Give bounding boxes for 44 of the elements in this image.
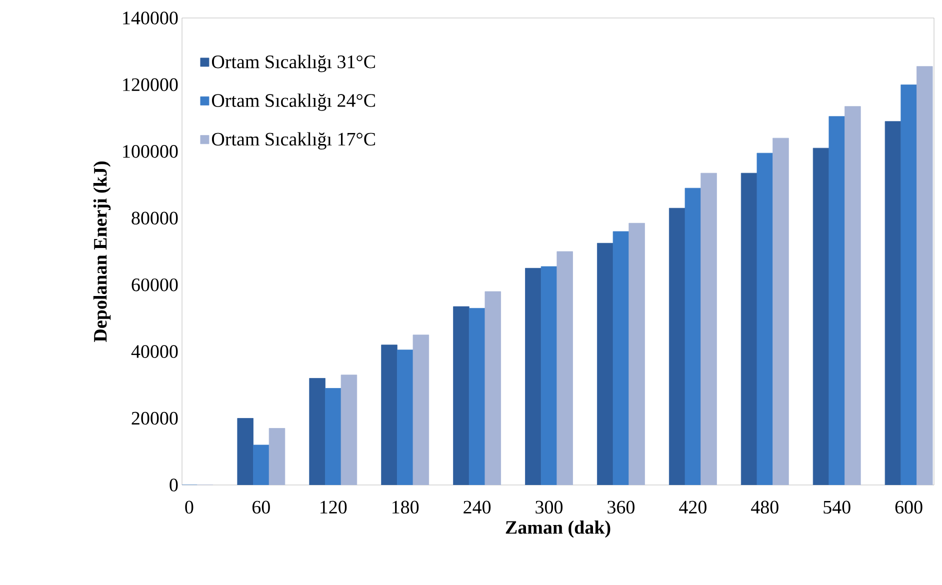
y-tick-label: 20000 xyxy=(132,412,178,425)
bar xyxy=(828,116,845,485)
x-axis-title: Zaman (dak) xyxy=(506,520,610,538)
bar xyxy=(453,306,470,485)
bar xyxy=(612,231,630,485)
y-axis-title: Depolanan Enerji (kJ) xyxy=(93,162,111,342)
y-tick-label: 40000 xyxy=(131,345,178,358)
x-tick-label: 540 xyxy=(824,500,850,514)
legend-label: Ortam Sıcaklığı 24°C xyxy=(212,94,375,111)
x-tick-label: 480 xyxy=(751,500,778,514)
bar xyxy=(668,208,686,485)
x-tick-label: 180 xyxy=(392,500,419,514)
bar xyxy=(740,172,758,485)
x-tick-label: 60 xyxy=(252,500,270,514)
y-tick-label: 80000 xyxy=(132,212,178,225)
x-tick-label: 360 xyxy=(608,500,634,514)
bar xyxy=(325,388,342,485)
legend-label: Ortam Sıcaklığı 31°C xyxy=(212,54,375,72)
x-tick-label: 600 xyxy=(895,500,922,514)
y-tick-label: 0 xyxy=(170,478,178,492)
bar xyxy=(597,242,614,485)
y-tick-label: 60000 xyxy=(132,278,178,292)
y-tick-label: 140000 xyxy=(123,12,178,24)
bar xyxy=(468,308,486,485)
bar xyxy=(756,152,774,485)
bar xyxy=(684,188,702,485)
x-tick-label: 240 xyxy=(464,500,491,514)
bar xyxy=(884,121,902,485)
bar xyxy=(812,148,830,485)
y-tick-label: 100000 xyxy=(123,145,178,158)
bar xyxy=(381,344,398,485)
legend-label: Ortam Sıcaklığı 17°C xyxy=(212,132,375,150)
x-tick-label: 420 xyxy=(679,500,706,514)
bar xyxy=(309,378,326,485)
bar xyxy=(540,266,558,485)
y-tick-label: 120000 xyxy=(123,78,178,92)
bar xyxy=(237,418,254,485)
x-tick-label: 300 xyxy=(536,500,563,514)
bar xyxy=(396,350,414,485)
x-tick-label: 0 xyxy=(185,500,194,514)
x-tick-label: 120 xyxy=(320,500,347,514)
bar xyxy=(900,84,917,485)
bar xyxy=(253,444,270,485)
bar xyxy=(525,268,542,485)
